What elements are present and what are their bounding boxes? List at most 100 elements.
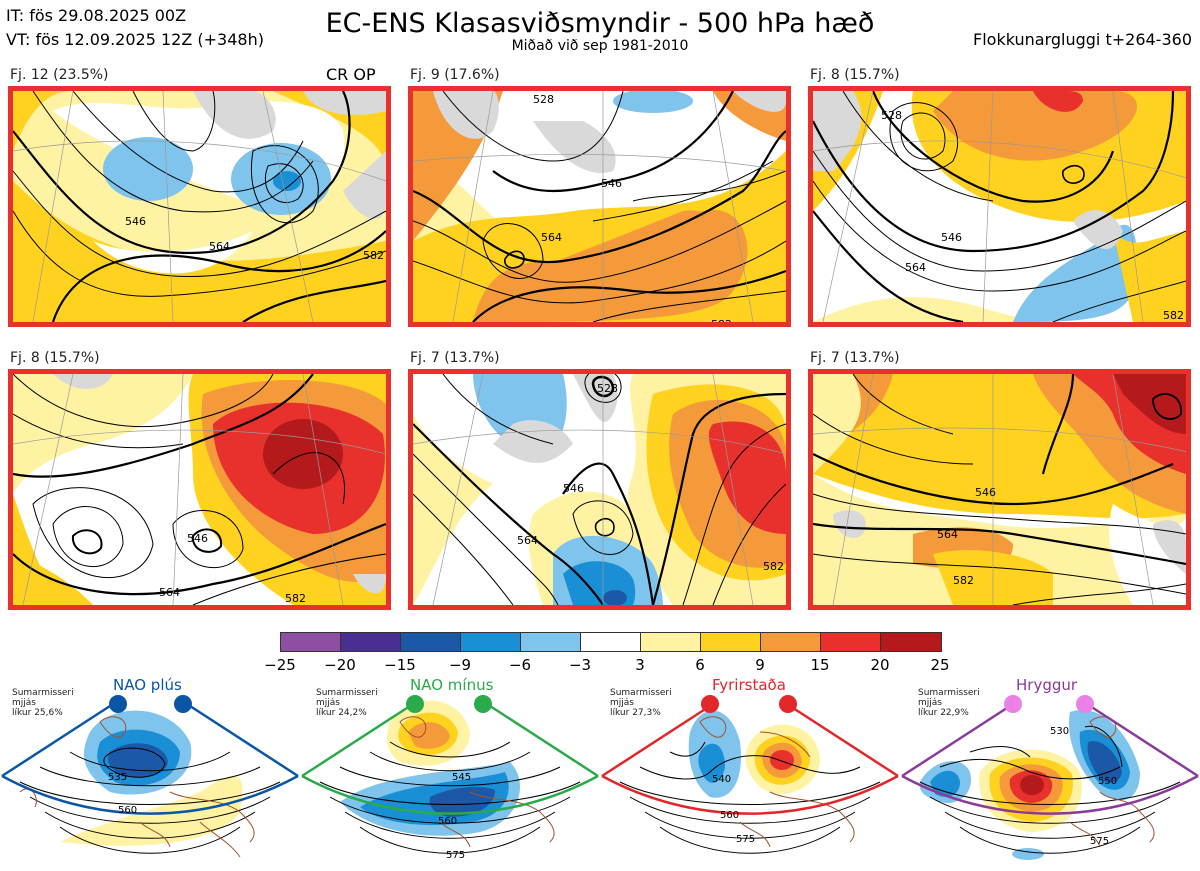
classification-window: Flokkunargluggi t+264-360 [973,30,1192,49]
regime-2-likelihood: líkur 24,2% [316,708,367,718]
anomaly-colorbar [280,632,942,652]
colorbar-tick-3: −15 [384,656,416,674]
panel-5-contour-label-4: 582 [763,560,784,573]
regime-3-likelihood: líkur 27,3% [610,708,661,718]
regime-4-title: Hryggur [1016,676,1078,694]
panel-5-contour-label-2: 546 [563,482,584,495]
panel-4-contour-label-3: 582 [285,592,306,605]
panel-3-contour-label-3: 564 [905,261,926,274]
regime-3-metric: mjjás [610,698,634,708]
regime-3-contour-label-3: 575 [736,834,755,845]
regime-3-info: Sumarmisseri mjjás líkur 27,3% [610,688,672,718]
cluster-panel-5[interactable]: 528 546 564 582 [408,369,791,610]
panel-4-label: Fj. 8 (15.7%) [10,350,100,366]
colorbar-swatch-1 [280,632,341,652]
colorbar-tick-1: −25 [264,656,296,674]
panel-6-label: Fj. 7 (13.7%) [810,350,900,366]
colorbar-swatch-10 [820,632,881,652]
cluster-panel-3[interactable]: 528 546 564 582 [808,86,1191,327]
colorbar-tick-9: 9 [755,656,765,674]
regime-1-season: Sumarmisseri [12,688,74,698]
cluster-panel-2[interactable]: 528 546 564 582 [408,86,791,327]
panel-1-contour-label-2: 564 [209,240,230,253]
regime-2-contour-label-2: 560 [438,816,457,827]
panel-6-contour-label-3: 582 [953,574,974,587]
regime-map-ridge: 530 550 575 [901,695,1199,860]
panel-6-contour-label-1: 546 [975,486,996,499]
page-title: EC-ENS Klasasviðsmyndir - 500 hPa hæð [325,8,875,39]
regime-1-title: NAO plús [113,676,182,694]
colorbar-tick-10: 15 [810,656,830,674]
colorbar-tick-12: 25 [930,656,950,674]
colorbar-tick-8: 6 [695,656,705,674]
panel-2-label: Fj. 9 (17.6%) [410,67,500,83]
panel-5-label: Fj. 7 (13.7%) [410,350,500,366]
colorbar-swatch-3 [400,632,461,652]
valid-time: VT: fös 12.09.2025 12Z (+348h) [6,30,264,49]
colorbar-swatch-11 [880,632,942,652]
colorbar-tick-11: 20 [870,656,890,674]
colorbar-swatch-7 [640,632,701,652]
regime-3-contour-label-2: 560 [720,810,739,821]
map-panel-2: 528 546 564 582 [413,91,786,322]
panel-4-contour-label-2: 564 [159,586,180,599]
map-panel-5: 528 546 564 582 [413,374,786,605]
regime-4-contour-label-2: 550 [1098,776,1117,787]
regime-2-contour-label-1: 545 [452,772,471,783]
colorbar-tick-5: −6 [508,656,532,674]
cluster-panel-4[interactable]: 546 564 582 [8,369,391,610]
regime-1-likelihood: líkur 25,6% [12,708,63,718]
panel-1-label: Fj. 12 (23.5%) [10,67,109,83]
panel-3-label: Fj. 8 (15.7%) [810,67,900,83]
panel-1-contour-label-3: 582 [363,249,384,262]
regime-2-info: Sumarmisseri mjjás líkur 24,2% [316,688,378,718]
colorbar-tick-4: −9 [448,656,472,674]
regime-4-contour-label-1: 530 [1050,726,1069,737]
panel-3-contour-label-4: 582 [1163,309,1184,322]
colorbar-tick-6: −3 [568,656,592,674]
regime-map-nao-plus: 535 560 [1,695,299,858]
panel-3-contour-label-2: 546 [941,231,962,244]
panel-1-crop-label: CR OP [326,65,376,84]
regime-1-contour-label-2: 560 [118,805,137,816]
panel-2-contour-label-4: 582 [711,318,732,322]
colorbar-swatch-9 [760,632,821,652]
colorbar-tick-2: −20 [324,656,356,674]
regime-3-title: Fyrirstaða [712,676,786,694]
colorbar-swatch-4 [460,632,521,652]
panel-5-contour-label-3: 564 [517,534,538,547]
regime-1-info: Sumarmisseri mjjás líkur 25,6% [12,688,74,718]
colorbar-swatch-5 [520,632,581,652]
panel-5-contour-label-1: 528 [597,382,618,395]
cluster-panel-6[interactable]: 546 564 582 [808,369,1191,610]
regime-3-contour-label-1: 540 [712,774,731,785]
regime-3-season: Sumarmisseri [610,688,672,698]
regime-2-title: NAO mínus [410,676,494,694]
cluster-panel-1[interactable]: 546 564 582 [8,86,391,327]
map-panel-1: 546 564 582 [13,91,386,322]
regime-4-season: Sumarmisseri [918,688,980,698]
regime-4-likelihood: líkur 22,9% [918,708,969,718]
map-panel-3: 528 546 564 582 [813,91,1186,322]
map-panel-4: 546 564 582 [13,374,386,605]
regime-2-season: Sumarmisseri [316,688,378,698]
regime-1-metric: mjjás [12,698,36,708]
climate-reference: Miðað við sep 1981-2010 [511,38,689,54]
colorbar-swatch-6 [580,632,641,652]
colorbar-tick-7: 3 [635,656,645,674]
panel-3-contour-label-1: 528 [881,109,902,122]
panel-2-contour-label-1: 528 [533,93,554,106]
map-panel-6: 546 564 582 [813,374,1186,605]
panel-4-contour-label-1: 546 [187,532,208,545]
regime-map-nao-minus: 545 560 575 [301,695,599,861]
regime-4-contour-label-3: 575 [1090,836,1109,847]
panel-2-contour-label-2: 546 [601,177,622,190]
regime-4-metric: mjjás [918,698,942,708]
regime-2-metric: mjjás [316,698,340,708]
panel-6-contour-label-2: 564 [937,528,958,541]
regime-1-contour-label-1: 535 [108,772,127,783]
issue-time: IT: fös 29.08.2025 00Z [6,6,187,25]
colorbar-swatch-8 [700,632,761,652]
panel-1-contour-label-1: 546 [125,215,146,228]
regime-2-contour-label-3: 575 [446,850,465,861]
